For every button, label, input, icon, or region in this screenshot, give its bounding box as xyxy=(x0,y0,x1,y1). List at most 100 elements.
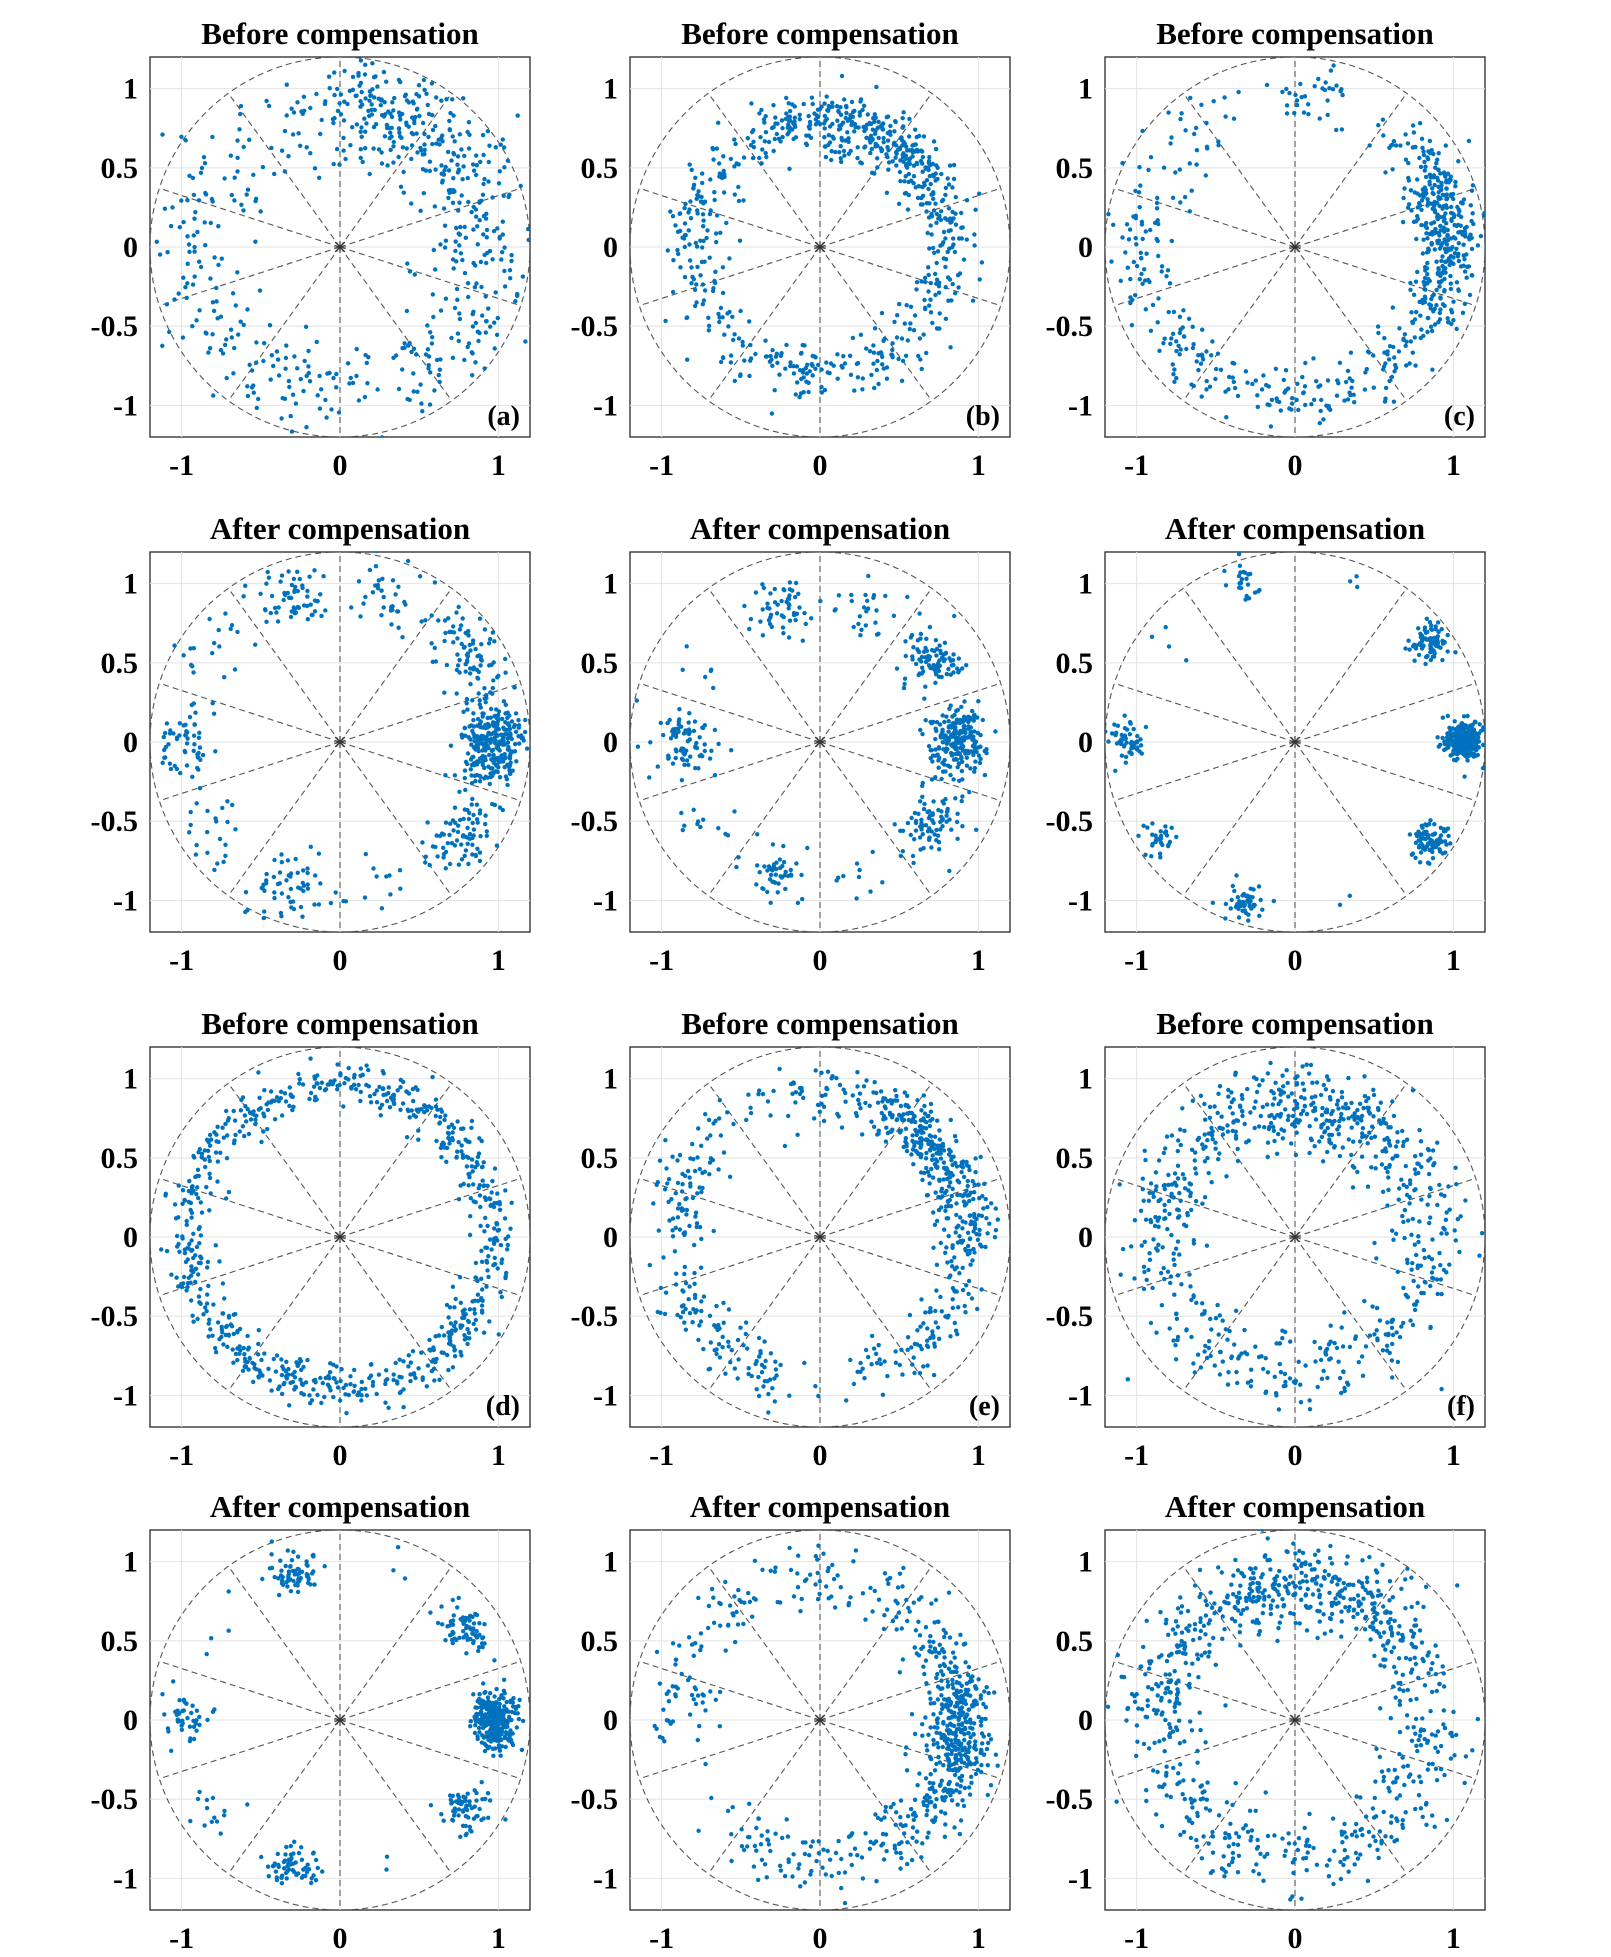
data-point xyxy=(729,748,734,753)
data-point xyxy=(338,1378,343,1384)
data-point xyxy=(212,640,217,646)
data-point xyxy=(487,1196,492,1202)
data-point xyxy=(1131,259,1137,265)
data-point xyxy=(447,1335,453,1340)
data-point xyxy=(648,740,653,745)
data-point xyxy=(520,274,526,279)
data-point xyxy=(177,1249,182,1255)
data-point xyxy=(251,1109,256,1114)
data-point xyxy=(466,146,472,151)
data-point xyxy=(1336,381,1341,386)
data-point xyxy=(1444,186,1449,191)
data-point xyxy=(783,886,788,892)
data-point xyxy=(1398,143,1403,148)
data-point xyxy=(932,250,937,255)
data-point xyxy=(934,277,940,282)
data-point xyxy=(1420,187,1426,192)
data-point xyxy=(381,1071,386,1076)
data-point xyxy=(211,308,217,314)
data-point xyxy=(196,1195,201,1201)
data-point xyxy=(363,129,368,134)
data-point xyxy=(418,208,423,213)
data-point xyxy=(1173,170,1178,175)
data-point xyxy=(1427,172,1433,177)
data-point xyxy=(218,1150,223,1156)
data-point xyxy=(251,383,256,388)
data-point xyxy=(1187,161,1193,166)
data-point xyxy=(466,1171,471,1177)
data-point xyxy=(1396,349,1402,354)
data-point xyxy=(454,691,459,696)
data-point xyxy=(490,770,496,775)
data-point xyxy=(901,110,906,115)
data-point xyxy=(166,742,171,747)
data-point xyxy=(450,818,456,823)
data-point xyxy=(372,1091,377,1097)
data-point xyxy=(694,196,699,201)
data-point xyxy=(353,1087,359,1092)
data-point xyxy=(800,896,805,902)
data-point xyxy=(870,849,875,855)
data-point xyxy=(228,153,233,158)
data-point xyxy=(836,875,841,880)
data-point xyxy=(1284,86,1289,92)
data-point xyxy=(936,758,941,763)
data-point xyxy=(1375,324,1381,329)
data-point xyxy=(825,370,830,375)
data-point xyxy=(470,324,476,329)
data-point xyxy=(434,95,439,100)
data-point xyxy=(937,326,942,331)
data-point xyxy=(978,744,983,749)
data-point xyxy=(858,99,863,104)
data-point xyxy=(700,180,705,186)
data-point xyxy=(1467,292,1473,298)
data-point xyxy=(282,1380,287,1386)
data-point xyxy=(317,444,321,448)
data-point xyxy=(930,245,936,251)
data-point xyxy=(314,1081,319,1086)
data-point xyxy=(441,172,447,177)
data-point xyxy=(732,809,737,814)
data-point xyxy=(956,761,962,766)
data-point xyxy=(488,324,493,329)
data-point xyxy=(1200,327,1205,332)
data-point xyxy=(371,75,377,80)
data-point xyxy=(501,699,507,704)
data-point xyxy=(465,841,470,846)
data-point xyxy=(450,1284,456,1290)
data-point xyxy=(367,98,372,103)
data-point xyxy=(381,114,387,119)
data-point xyxy=(1150,821,1155,826)
data-point xyxy=(292,1369,297,1375)
data-point xyxy=(438,1107,444,1112)
data-point xyxy=(143,267,147,271)
data-point xyxy=(513,729,519,734)
data-point xyxy=(484,235,489,240)
data-point xyxy=(354,122,360,127)
data-point xyxy=(447,861,453,867)
data-point xyxy=(471,717,476,723)
data-point xyxy=(903,653,908,659)
data-point xyxy=(1120,235,1125,240)
data-point xyxy=(1407,832,1413,837)
data-point xyxy=(183,750,188,755)
data-point xyxy=(920,193,926,198)
data-point xyxy=(1363,370,1368,375)
data-point xyxy=(728,353,734,358)
data-point xyxy=(474,153,479,158)
data-point xyxy=(909,815,914,821)
data-point xyxy=(301,388,306,394)
data-point xyxy=(468,671,473,676)
data-point xyxy=(333,890,338,895)
data-point xyxy=(926,289,931,294)
data-point xyxy=(411,1113,416,1118)
data-point xyxy=(960,666,965,671)
data-point xyxy=(483,1245,488,1250)
data-point xyxy=(750,155,756,161)
data-point xyxy=(471,1182,476,1187)
data-point xyxy=(902,681,907,687)
data-point xyxy=(788,872,794,877)
data-point xyxy=(446,1131,452,1137)
data-point xyxy=(429,613,434,618)
data-point xyxy=(1408,280,1413,286)
